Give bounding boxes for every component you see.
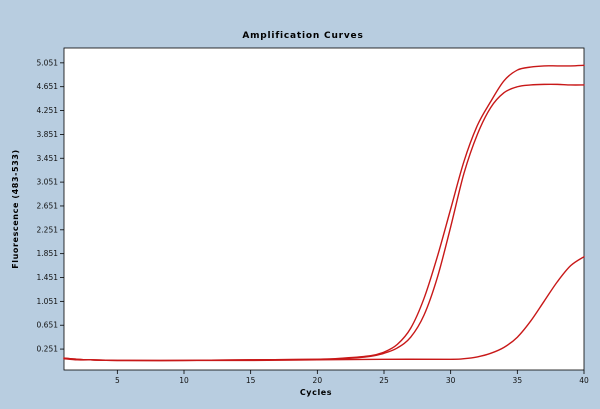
x-tick-label: 30 [446,376,456,385]
x-ticks: 5 10 15 20 25 30 35 40 [115,370,589,385]
x-tick-label: 10 [179,376,189,385]
x-tick-label: 25 [379,376,389,385]
x-tick-label: 20 [313,376,323,385]
x-tick-label: 15 [246,376,256,385]
series-line-3 [63,256,585,362]
y-tick-label: 2.251 [37,225,59,234]
y-tick-label: 3.051 [37,178,59,187]
y-tick-label: 5.051 [37,58,59,67]
x-axis-label: Cycles [300,388,332,397]
x-tick-label: 35 [513,376,523,385]
y-tick-label: 3.451 [37,154,59,163]
series-layer [63,64,585,362]
plot-area [63,47,585,371]
y-tick-label: 4.251 [37,106,59,115]
x-tick-label: 5 [115,376,120,385]
y-tick-label: 2.651 [37,201,59,210]
x-tick-label: 40 [579,376,589,385]
y-tick-label: 3.851 [37,130,59,139]
y-tick-label: 1.451 [37,273,59,282]
y-tick-label: 4.651 [37,82,59,91]
y-tick-label: 1.051 [37,297,59,306]
y-tick-label: 0.251 [37,345,59,354]
y-ticks: 0.251 0.651 1.051 1.451 1.851 2.251 2.651 3.051… [37,58,64,354]
y-tick-label: 1.851 [37,249,59,258]
y-axis-label: Fluorescence (483-533) [11,149,20,269]
y-tick-label: 0.651 [37,321,59,330]
chart-title: Amplification Curves [242,31,363,41]
